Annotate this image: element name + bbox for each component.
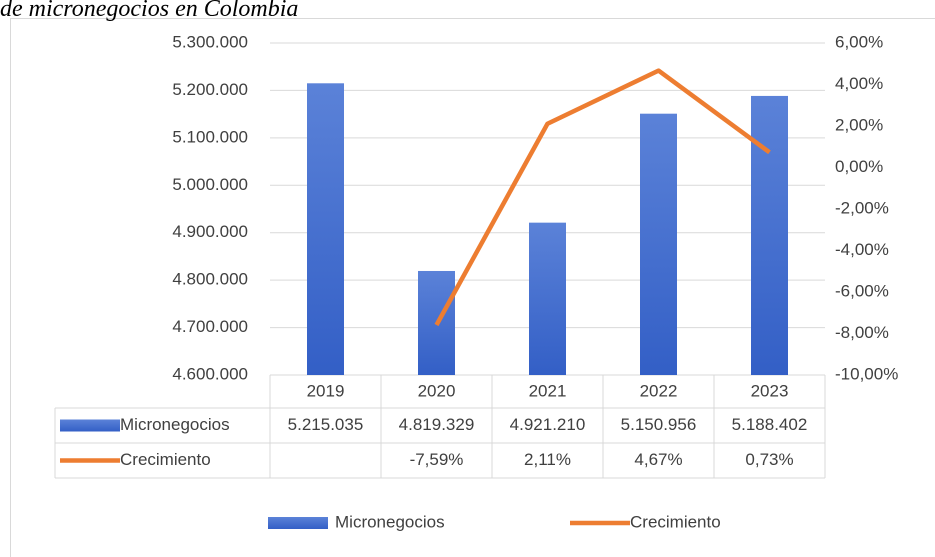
y2-tick-label: -4,00% xyxy=(835,240,889,259)
y2-tick-label: 6,00% xyxy=(835,32,883,51)
y-tick-label: 5.100.000 xyxy=(172,127,248,146)
line xyxy=(434,68,771,327)
data-label: 5.188.402 xyxy=(732,415,808,434)
chart-frame xyxy=(10,18,935,557)
data-label: 4.921.210 xyxy=(510,415,586,434)
y-tick-label: 4.600.000 xyxy=(172,364,248,383)
bar xyxy=(307,83,344,376)
data-label: 5.150.956 xyxy=(621,415,697,434)
x-tick-label: 2022 xyxy=(640,381,678,400)
table-row-label: Micronegocios xyxy=(120,415,230,434)
x-tick-label: 2021 xyxy=(529,381,567,400)
legend-key xyxy=(268,517,328,529)
table-row-label: Crecimiento xyxy=(120,450,211,469)
y-tick-label: 4.700.000 xyxy=(172,317,248,336)
y2-tick-label: 0,00% xyxy=(835,157,883,176)
data-label: 4,67% xyxy=(634,450,682,469)
data-label: 4.819.329 xyxy=(399,415,475,434)
y2-tick-label: -8,00% xyxy=(835,323,889,342)
bar xyxy=(640,113,677,375)
y2-tick-label: -2,00% xyxy=(835,198,889,217)
x-tick-label: 2019 xyxy=(307,381,345,400)
legend-label: Crecimiento xyxy=(630,512,721,531)
y2-tick-label: 4,00% xyxy=(835,74,883,93)
data-label: 2,11% xyxy=(524,450,571,469)
y2-tick-label: 2,00% xyxy=(835,115,883,134)
y-tick-label: 5.300.000 xyxy=(172,32,248,51)
y-tick-label: 4.800.000 xyxy=(172,270,248,289)
y-tick-label: 5.200.000 xyxy=(172,80,248,99)
y2-tick-label: -6,00% xyxy=(835,281,889,300)
y-tick-label: 5.000.000 xyxy=(172,175,248,194)
y2-tick-label: -10,00% xyxy=(835,364,898,383)
bar xyxy=(529,222,566,375)
x-tick-label: 2020 xyxy=(418,381,456,400)
x-tick-label: 2023 xyxy=(751,381,789,400)
table-legend-key xyxy=(60,419,120,432)
data-label: -7,59% xyxy=(410,450,464,469)
bar xyxy=(751,95,788,376)
legend-label: Micronegocios xyxy=(335,512,445,531)
data-label: 5.215.035 xyxy=(288,415,364,434)
data-label: 0,73% xyxy=(745,450,793,469)
chart-title: de micronegocios en Colombia xyxy=(0,0,298,22)
y-tick-label: 4.900.000 xyxy=(172,222,248,241)
